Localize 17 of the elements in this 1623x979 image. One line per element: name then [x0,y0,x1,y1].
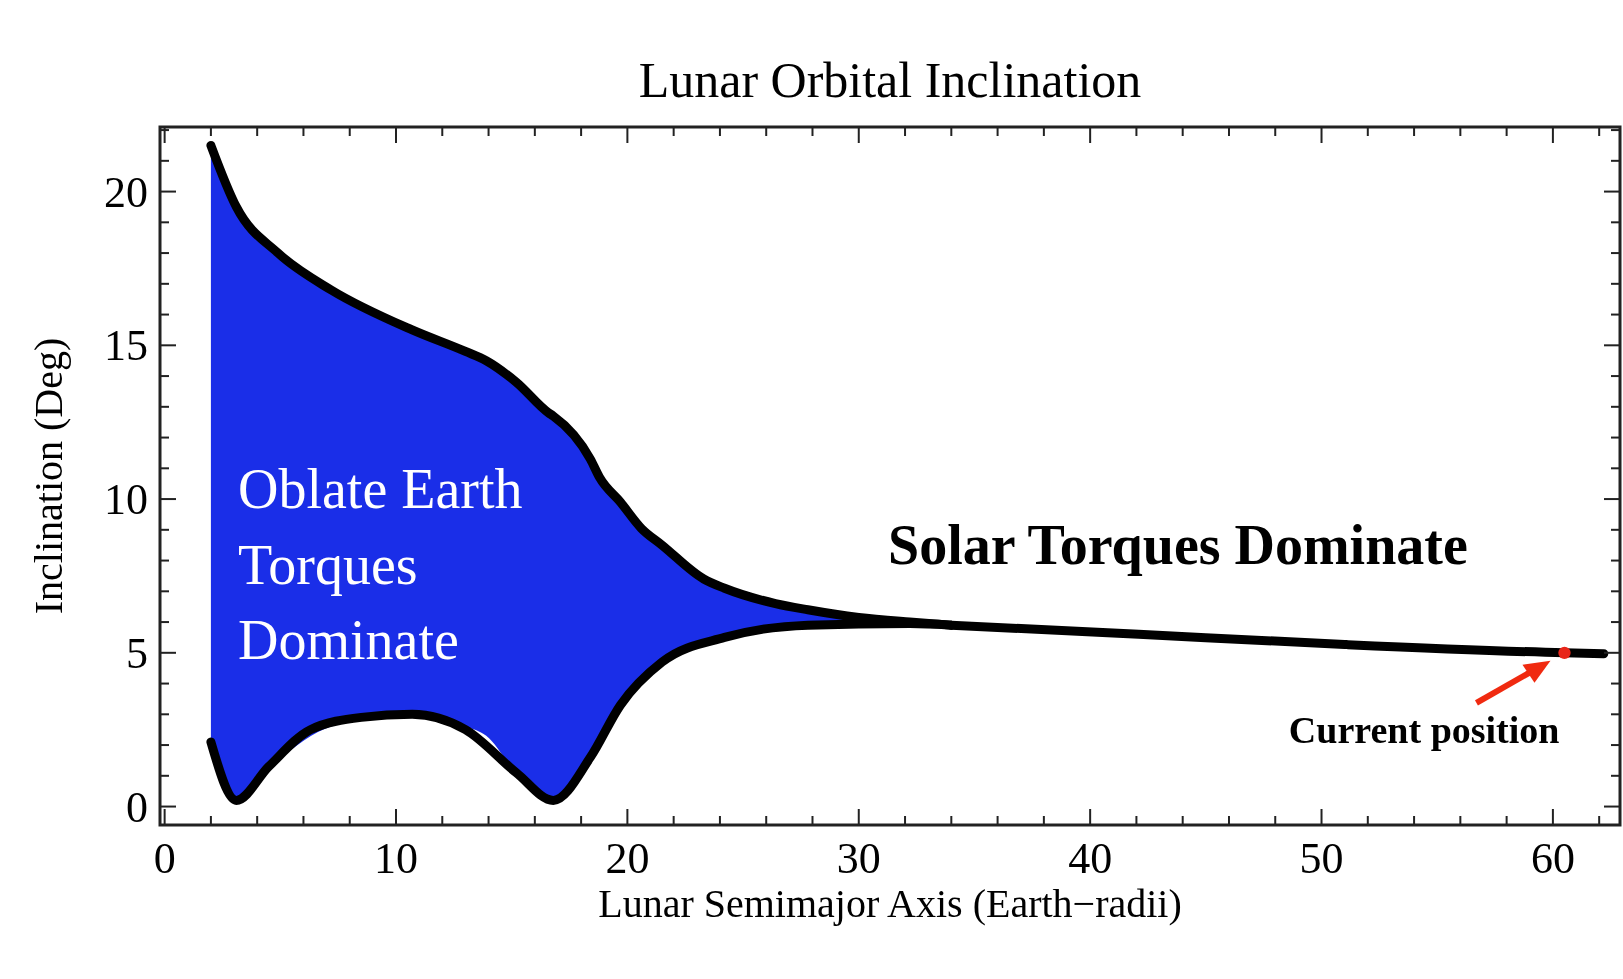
x-axis-title: Lunar Semimajor Axis (Earth−radii) [598,881,1182,926]
y-tick-label: 0 [126,782,148,832]
x-tick-label: 10 [374,834,419,883]
annotation: Current position [1288,708,1560,751]
annotation: Oblate Earth Torques Dominate [238,458,523,672]
x-tick-label: 40 [1068,834,1113,883]
annotation: Solar Torques Dominate [888,514,1468,576]
x-tick-label: 60 [1530,834,1575,883]
x-tick-label: 50 [1299,834,1344,883]
y-tick-label: 20 [104,167,148,217]
chart-title: Lunar Orbital Inclination [638,52,1142,108]
y-tick-label: 5 [126,628,148,678]
y-axis-title: Inclination (Deg) [26,337,71,615]
x-tick-label: 30 [836,834,881,883]
y-tick-label: 15 [104,321,148,371]
y-tick-label: 10 [104,475,148,525]
x-tick-label: 20 [605,834,650,883]
